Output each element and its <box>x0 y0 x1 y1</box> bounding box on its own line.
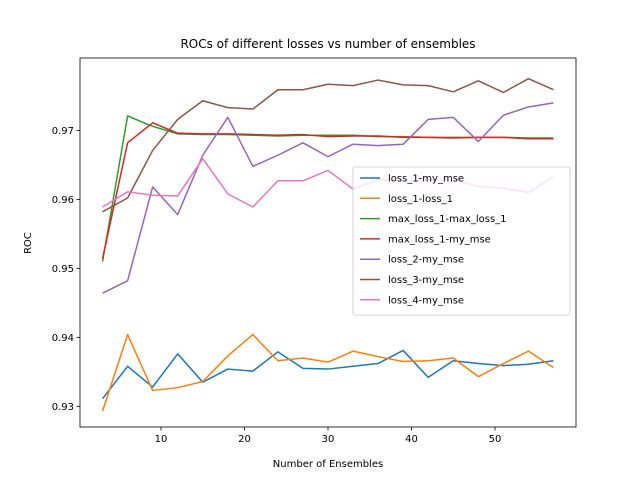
x-axis: 10 20 30 40 50 <box>155 427 502 445</box>
plot-area <box>79 57 577 428</box>
y-axis-label: ROC <box>23 232 34 254</box>
legend-label: max_loss_1-my_mse <box>388 234 491 245</box>
y-tick-label: 0.93 <box>52 402 74 413</box>
series-line-loss_3-my_mse <box>102 77 554 213</box>
y-tick-label: 0.97 <box>52 126 74 137</box>
legend-label: loss_3-my_mse <box>388 275 464 286</box>
legend-label: loss_1-loss_1 <box>388 194 453 205</box>
x-axis-label: Number of Ensembles <box>273 459 383 470</box>
series-line-loss_1-loss_1 <box>101 333 554 412</box>
legend-label: max_loss_1-max_loss_1 <box>388 214 507 225</box>
x-tick-label: 30 <box>322 434 335 445</box>
legend-label: loss_1-my_mse <box>388 174 464 185</box>
legend-box <box>352 166 571 316</box>
y-tick-label: 0.96 <box>52 195 74 206</box>
chart-title: ROCs of different losses vs number of en… <box>180 37 475 51</box>
legend: loss_1-my_mse loss_1-loss_1 max_loss_1-max… <box>352 166 571 316</box>
x-tick-label: 40 <box>405 434 418 445</box>
legend-label: loss_2-my_mse <box>388 255 464 266</box>
series-line-loss_1-my_mse <box>101 349 554 400</box>
y-tick-label: 0.95 <box>52 264 74 275</box>
y-axis: 0.93 0.94 0.95 0.96 0.97 <box>52 126 80 413</box>
x-tick-label: 10 <box>155 434 168 445</box>
series-line-loss_2-my_mse <box>102 102 554 294</box>
legend-label: loss_4-my_mse <box>388 295 464 306</box>
x-tick-label: 50 <box>489 434 502 445</box>
x-tick-label: 20 <box>238 434 251 445</box>
series-line-max_loss_1-my_mse <box>101 122 554 259</box>
y-tick-label: 0.94 <box>52 333 74 344</box>
